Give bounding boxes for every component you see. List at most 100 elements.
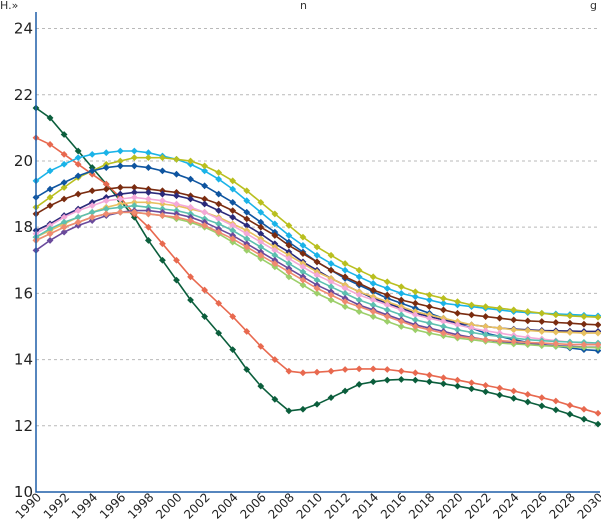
data-point <box>426 319 433 327</box>
data-point <box>327 283 335 291</box>
data-point <box>299 369 307 377</box>
data-point <box>524 398 532 406</box>
data-point <box>74 213 82 221</box>
data-point <box>426 371 433 379</box>
data-point <box>552 311 560 319</box>
data-point <box>566 329 574 336</box>
data-point <box>102 185 110 193</box>
data-point <box>313 258 321 266</box>
data-point <box>299 241 307 249</box>
data-point <box>468 329 475 336</box>
data-point <box>397 367 405 375</box>
data-point <box>411 376 419 384</box>
data-point <box>257 208 265 216</box>
data-point <box>566 410 574 418</box>
x-tick-label: 2016 <box>378 490 409 521</box>
data-point <box>313 368 321 376</box>
data-point <box>369 301 377 309</box>
data-point <box>201 162 208 170</box>
data-point <box>285 407 293 415</box>
data-point <box>201 208 208 216</box>
data-point <box>229 235 237 243</box>
data-point <box>271 395 279 403</box>
data-point <box>187 273 194 281</box>
data-point <box>580 320 588 328</box>
x-tick-label: 1992 <box>41 490 72 521</box>
data-point <box>383 285 391 292</box>
data-point <box>538 328 546 335</box>
data-point <box>88 150 96 158</box>
data-point <box>397 323 405 330</box>
data-point <box>426 326 433 334</box>
data-point <box>496 384 504 392</box>
data-point <box>341 266 349 274</box>
data-point <box>411 299 419 307</box>
data-point <box>130 202 138 210</box>
data-point <box>369 273 377 281</box>
x-tick-label: 2012 <box>322 490 353 521</box>
data-point <box>215 220 223 228</box>
data-point <box>566 312 574 320</box>
x-tick-label: 1998 <box>125 490 156 521</box>
data-point <box>524 327 532 334</box>
data-point <box>341 303 349 311</box>
data-point <box>243 187 251 195</box>
data-point <box>411 323 419 330</box>
data-point <box>510 337 518 345</box>
data-point <box>88 208 96 216</box>
data-point <box>397 318 405 325</box>
data-point <box>341 387 349 395</box>
data-point <box>285 232 293 239</box>
data-point <box>341 273 349 281</box>
data-point <box>60 228 68 236</box>
data-point <box>594 321 601 329</box>
data-point <box>355 303 363 311</box>
data-point <box>524 338 532 346</box>
data-point <box>159 197 166 205</box>
data-point <box>341 366 349 373</box>
data-point <box>594 409 601 417</box>
x-tick-label: 1994 <box>69 490 100 521</box>
data-point <box>243 243 251 251</box>
x-tick-label: 2018 <box>406 490 437 521</box>
cropped-text-mid: n <box>300 0 307 12</box>
data-point <box>46 202 54 210</box>
data-point <box>271 210 279 218</box>
data-point <box>201 200 208 208</box>
data-point <box>130 208 138 216</box>
data-point <box>482 388 489 396</box>
data-point <box>60 213 68 221</box>
data-point <box>440 380 447 388</box>
data-point <box>468 324 475 332</box>
data-point <box>271 251 279 259</box>
data-point <box>130 189 138 196</box>
data-point <box>243 235 251 243</box>
data-point <box>355 365 363 373</box>
data-point <box>130 184 138 191</box>
data-point <box>257 243 265 251</box>
data-point <box>341 289 349 297</box>
data-point <box>327 260 335 267</box>
data-point <box>60 218 68 226</box>
y-tick-label: 16 <box>14 284 33 302</box>
data-point <box>538 309 546 317</box>
series-line <box>35 107 599 425</box>
data-point <box>130 147 138 155</box>
data-point <box>580 341 588 349</box>
data-point <box>580 405 588 413</box>
data-point <box>243 208 251 216</box>
data-point <box>74 172 82 180</box>
data-point <box>355 291 363 299</box>
series-6 <box>32 184 601 329</box>
data-point <box>341 260 349 267</box>
data-point <box>159 190 166 198</box>
data-point <box>468 301 475 309</box>
data-point <box>215 215 223 223</box>
data-point <box>299 405 307 413</box>
data-point <box>285 241 293 249</box>
data-point <box>229 313 237 320</box>
x-tick-label: 2000 <box>153 490 184 521</box>
data-point <box>411 369 419 377</box>
y-tick-label: 18 <box>14 218 33 236</box>
data-point <box>60 160 68 168</box>
